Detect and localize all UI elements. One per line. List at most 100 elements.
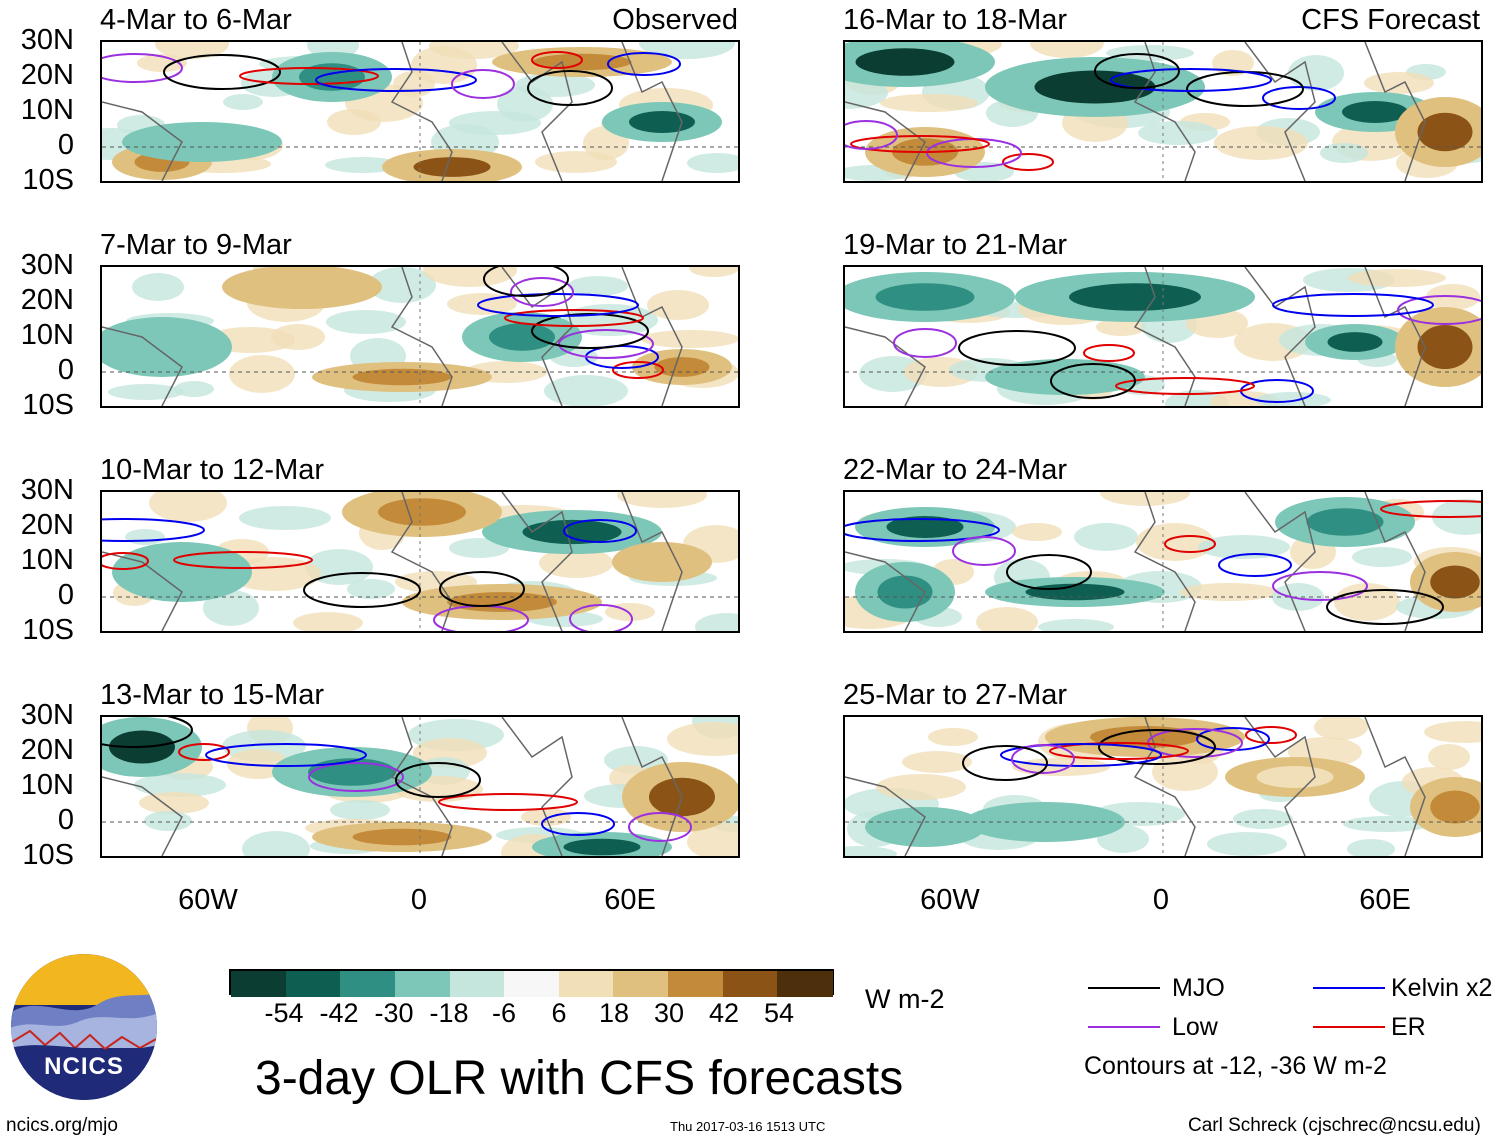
olr-anomaly-patch [423,267,517,287]
colorbar-swatch [449,971,506,997]
olr-anomaly-patch [1352,547,1412,567]
colorbar-swatch [340,971,396,997]
olr-anomaly-patch [667,722,738,756]
wave-contour [510,277,574,307]
panel-title: 13-Mar to 15-Mar [100,679,325,711]
map-canvas [102,717,738,856]
colorbar-label: 54 [763,998,795,1028]
legend-label-low: Low [1172,1013,1218,1041]
olr-anomaly-patch [687,153,738,173]
panel-title: 4-Mar to 6-Mar [100,4,292,36]
olr-map [843,490,1483,633]
lon-label: 60E [1359,884,1411,916]
legend-label-er: ER [1391,1013,1426,1041]
lon-label: 60W [920,884,980,916]
olr-anomaly-patch [1348,269,1446,287]
lat-label: 10N [20,769,74,801]
colorbar-swatch [722,971,779,997]
colorbar-swatch [558,971,615,997]
colorbar-units: W m-2 [865,984,945,1014]
legend-line-low [1088,1026,1160,1028]
olr-anomaly-core [1069,283,1201,311]
wave-contour [1272,293,1434,317]
olr-anomaly-core [877,575,933,609]
olr-map [100,40,740,183]
footer-author: Carl Schreck (cjschrec@ncsu.edu) [1188,1115,1481,1136]
wave-contour [1164,535,1216,553]
colorbar-label: -30 [374,998,414,1028]
olr-anomaly-patch [132,273,184,301]
colorbar-label: 42 [708,998,740,1028]
olr-anomaly-patch [368,267,436,303]
olr-anomaly-core [1417,112,1473,152]
lon-label: 0 [1152,884,1170,916]
panel-title: 25-Mar to 27-Mar [843,679,1068,711]
wave-contour [438,793,578,811]
wave-contour [1002,153,1054,171]
olr-anomaly-patch [568,276,628,296]
olr-anomaly-patch [1233,809,1293,829]
olr-anomaly-patch [1106,45,1194,61]
coastline [845,267,1426,406]
map-canvas [102,267,738,406]
olr-anomaly-core [1025,583,1125,601]
legend-label-mjo: MJO [1172,974,1225,1002]
olr-anomaly-patch [1347,839,1395,856]
map-canvas [845,42,1481,181]
legend-line-kelvin [1313,987,1385,989]
olr-anomaly-patch [689,267,738,277]
olr-anomaly-core [892,816,958,838]
wave-contour [1110,68,1272,92]
logo-graphic [11,954,157,1100]
map-canvas [845,492,1481,631]
olr-anomaly-patch [347,579,395,599]
olr-anomaly-patch [1138,121,1218,145]
wave-contour [952,536,1016,566]
wave-contour [558,329,654,359]
lat-label: 0 [57,579,74,611]
lat-label: 10S [22,164,74,196]
lat-label: 0 [57,804,74,836]
olr-anomaly-patch [1100,492,1190,506]
lat-label: 20N [20,734,74,766]
olr-anomaly-core [1430,790,1480,824]
lat-label: 10N [20,94,74,126]
wave-contour [395,762,481,798]
olr-anomaly-core [875,283,975,311]
olr-anomaly-patch [562,304,658,336]
coastline [102,492,683,631]
olr-anomaly-patch [1198,535,1290,559]
olr-anomaly-patch [203,590,259,626]
olr-anomaly-patch [1320,143,1368,163]
wave-contour [303,572,421,608]
wave-contour [205,743,367,767]
wave-contour [531,313,649,349]
wave-contour [541,812,615,836]
wave-contour [628,812,692,842]
olr-anomaly-patch [1152,753,1218,791]
main-title: 3-day OLR with CFS forecasts [255,1052,904,1105]
panel-title: 7-Mar to 9-Mar [100,229,292,261]
footer-url: ncics.org/mjo [6,1115,118,1136]
olr-anomaly-core [352,828,452,846]
olr-map [843,265,1483,408]
wave-contour [1380,500,1481,518]
olr-anomaly-patch [239,506,331,530]
wave-contour [607,52,681,76]
olr-anomaly-patch [1214,126,1308,160]
wave-contour [178,743,230,761]
colorbar-swatch [613,971,670,997]
olr-anomaly-patch [544,375,628,406]
lat-label: 20N [20,59,74,91]
olr-anomaly-patch [845,846,897,856]
wave-contour [1262,86,1336,110]
olr-anomaly-patch [305,549,373,585]
map-canvas [102,42,738,181]
wave-contour [845,518,1000,542]
olr-anomaly-patch [1424,721,1481,743]
olr-anomaly-patch [539,548,613,578]
olr-anomaly-core [855,48,955,76]
wave-contour [1397,295,1481,325]
olr-anomaly-patch [1364,72,1434,94]
olr-map [843,40,1483,183]
